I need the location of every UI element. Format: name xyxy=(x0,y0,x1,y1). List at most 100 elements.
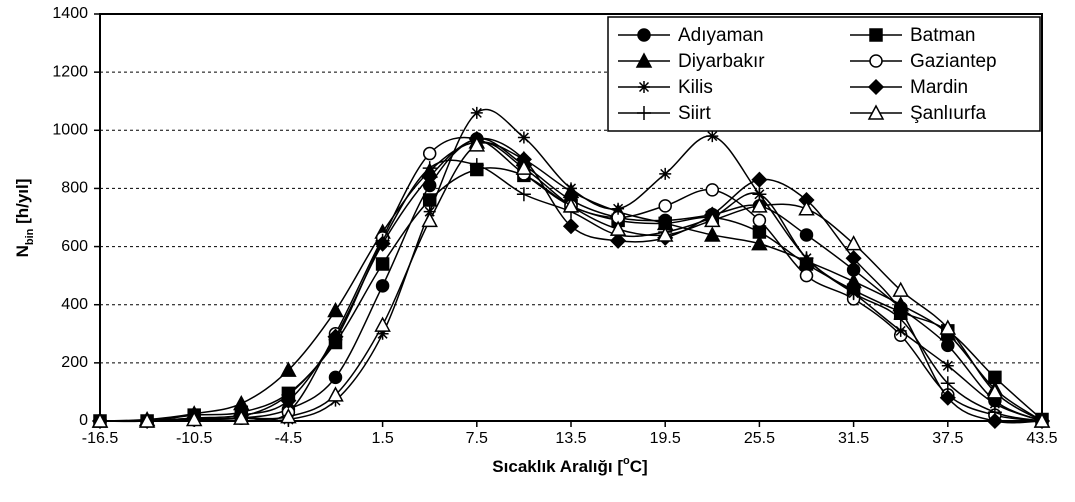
marker xyxy=(705,183,720,197)
marker xyxy=(328,332,343,347)
marker xyxy=(939,389,956,406)
legend-label: Diyarbakır xyxy=(678,51,765,72)
marker xyxy=(799,228,814,242)
marker xyxy=(280,408,297,424)
y-label-part: N xyxy=(13,245,32,257)
x-tick-label: 43.5 xyxy=(1026,430,1057,447)
legend-label: Şanlıurfa xyxy=(910,103,986,124)
x-tick-label: -4.5 xyxy=(275,430,303,447)
marker xyxy=(562,197,580,213)
marker xyxy=(327,301,344,318)
marker xyxy=(376,327,389,340)
y-tick-label: 800 xyxy=(61,180,88,197)
y-tick-label: 1200 xyxy=(52,63,88,80)
y-tick-label: 400 xyxy=(61,296,88,313)
marker xyxy=(751,235,768,251)
marker xyxy=(986,383,1004,399)
x-label-sup: o xyxy=(623,455,630,467)
marker xyxy=(941,338,955,353)
marker xyxy=(869,54,883,68)
marker xyxy=(637,28,651,42)
marker xyxy=(941,359,954,372)
legend-box xyxy=(607,16,1041,132)
marker xyxy=(706,130,719,143)
legend-label: Siirt xyxy=(678,103,711,124)
x-tick-label: -10.5 xyxy=(176,430,213,447)
x-tick-label: 19.5 xyxy=(650,430,681,447)
y-tick-label: 0 xyxy=(79,412,88,429)
marker xyxy=(281,387,296,402)
marker xyxy=(422,146,437,161)
marker xyxy=(988,370,1002,385)
x-tick-label: 7.5 xyxy=(466,430,488,447)
marker xyxy=(609,220,627,236)
marker xyxy=(374,316,391,332)
marker xyxy=(468,136,486,152)
x-label-part: Sıcaklık Aralığı [ xyxy=(492,457,623,476)
marker xyxy=(867,104,885,120)
marker xyxy=(987,405,1002,420)
marker xyxy=(233,409,250,425)
y-label-part: [h/yıl] xyxy=(13,179,32,229)
marker xyxy=(867,78,885,96)
marker xyxy=(327,386,344,402)
y-label-sub: bin xyxy=(24,228,36,245)
marker xyxy=(799,251,814,266)
marker xyxy=(893,312,908,327)
y-tick-label: 1400 xyxy=(52,5,88,22)
marker xyxy=(704,211,721,228)
marker xyxy=(751,197,768,213)
legend-label: Adıyaman xyxy=(678,25,764,46)
marker xyxy=(894,324,907,337)
marker xyxy=(939,319,957,335)
marker xyxy=(704,226,721,242)
marker xyxy=(799,268,814,283)
x-tick-label: 37.5 xyxy=(932,430,963,447)
marker xyxy=(423,205,436,218)
x-tick-label: -16.5 xyxy=(82,430,119,447)
legend-label: Kilis xyxy=(678,77,713,98)
y-axis-label: Nbin [h/yıl] xyxy=(13,179,35,258)
marker xyxy=(517,131,530,144)
marker xyxy=(328,370,343,385)
plot-frame xyxy=(99,13,1043,422)
series-line xyxy=(99,108,1043,422)
x-axis-label: Sıcaklık Aralığı [oC] xyxy=(492,455,647,477)
series-line xyxy=(99,142,1043,422)
x-tick-label: 25.5 xyxy=(744,430,775,447)
marker xyxy=(375,257,390,271)
marker xyxy=(752,213,767,228)
legend-label: Mardin xyxy=(910,77,968,98)
marker xyxy=(469,158,484,173)
x-tick-label: 13.5 xyxy=(555,430,586,447)
marker xyxy=(562,218,580,235)
marker xyxy=(940,376,955,391)
y-tick-label: 200 xyxy=(61,354,88,371)
marker xyxy=(986,412,1003,430)
marker xyxy=(375,279,390,293)
x-label-part: C] xyxy=(630,457,648,476)
marker xyxy=(798,200,815,216)
legend-label: Batman xyxy=(910,25,975,46)
marker xyxy=(470,106,483,119)
marker xyxy=(656,226,674,242)
marker xyxy=(421,168,438,185)
marker xyxy=(845,250,862,267)
marker xyxy=(869,28,883,42)
marker xyxy=(988,397,1001,410)
x-tick-label: 31.5 xyxy=(838,430,869,447)
marker xyxy=(637,106,651,120)
marker xyxy=(375,233,390,248)
marker xyxy=(612,202,625,215)
y-tick-label: 600 xyxy=(61,238,88,255)
x-tick-label: 1.5 xyxy=(371,430,393,447)
marker xyxy=(516,187,531,202)
marker xyxy=(138,412,156,428)
marker xyxy=(845,235,862,251)
marker xyxy=(635,52,653,68)
marker xyxy=(658,199,672,213)
marker xyxy=(751,171,768,188)
marker xyxy=(185,410,203,427)
marker xyxy=(422,161,437,176)
